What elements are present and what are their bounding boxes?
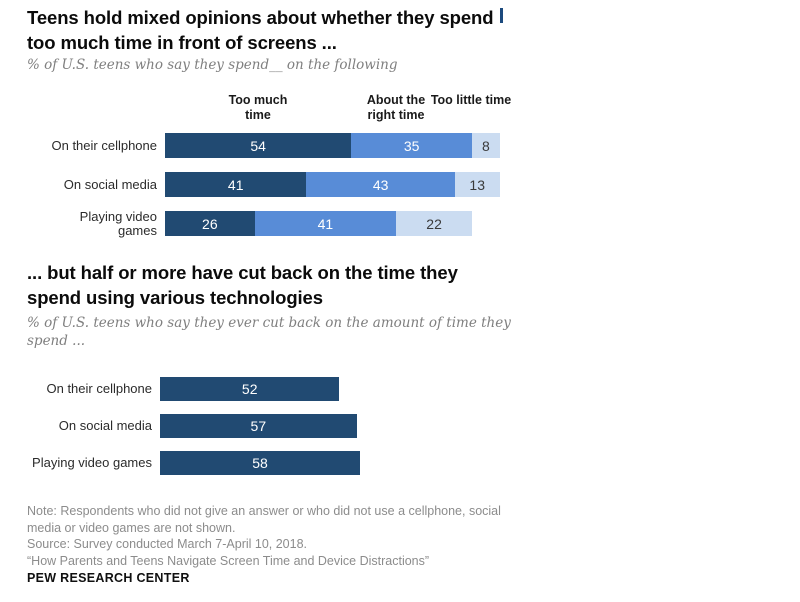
bar-value: 43 xyxy=(372,176,389,193)
bar-segment: 41 xyxy=(165,172,307,197)
section1-title-line2: too much time in front of screens ... xyxy=(27,31,337,53)
section2-subtitle-line1: % of U.S. teens who say they ever cut ba… xyxy=(27,315,511,331)
bar-value: 41 xyxy=(227,176,244,193)
series-column-header: Too much time xyxy=(228,93,288,122)
bar-value: 52 xyxy=(241,381,258,397)
bar-value: 8 xyxy=(481,137,490,154)
bar-value: 54 xyxy=(250,137,266,154)
section2-title-line2: spend using various technologies xyxy=(27,286,323,308)
section2-subtitle-line2: spend ... xyxy=(27,332,86,349)
stacked-bar: 54 35 8 xyxy=(165,133,500,158)
brand-label: PEW RESEARCH CENTER xyxy=(27,571,190,585)
bar-value: 58 xyxy=(252,455,268,471)
bar-value: 26 xyxy=(202,215,218,232)
bar-segment: 8 xyxy=(472,133,500,158)
bar-segment: 26 xyxy=(165,211,255,236)
bar-segment: 22 xyxy=(396,211,473,236)
footnote-line: Note: Respondents who did not give an an… xyxy=(27,504,501,518)
bar-value: 41 xyxy=(317,215,334,232)
bar-segment: 43 xyxy=(306,172,455,197)
stacked-bar: 41 43 13 xyxy=(165,172,500,197)
bar-value: 22 xyxy=(426,215,442,232)
bar-value: 35 xyxy=(403,137,420,154)
category-label: Playing video games xyxy=(79,208,157,238)
category-label: On social media xyxy=(63,176,157,192)
bar-segment: 54 xyxy=(165,133,352,158)
footnote-line: “How Parents and Teens Navigate Screen T… xyxy=(27,553,430,568)
series-column-header: Too little time xyxy=(430,93,512,107)
section2-subtitle: % of U.S. teens who say they ever cut ba… xyxy=(27,315,547,350)
category-label: Playing video games xyxy=(32,455,152,470)
bar: 58 xyxy=(160,451,361,475)
footnote-line: media or video games are not shown. xyxy=(27,520,236,535)
category-label: On social media xyxy=(58,418,152,433)
stacked-bar: 26 41 22 xyxy=(165,211,473,236)
footnote: Note: Respondents who did not give an an… xyxy=(27,503,547,569)
series-column-header: About the right time xyxy=(366,93,426,122)
bar-segment: 13 xyxy=(454,172,500,197)
bar: 57 xyxy=(160,414,357,438)
section2-title: ... but half or more have cut back on th… xyxy=(27,261,587,310)
bar-value: 13 xyxy=(469,176,485,193)
footnote-line: Source: Survey conducted March 7-April 1… xyxy=(27,537,308,551)
bar-segment: 41 xyxy=(254,211,397,236)
bar-value: 57 xyxy=(250,418,267,434)
text-cursor-artifact xyxy=(500,8,503,23)
category-label: On their cellphone xyxy=(51,137,157,153)
section1-title: Teens hold mixed opinions about whether … xyxy=(27,6,587,55)
bar: 52 xyxy=(160,377,340,401)
section2-title-line1: ... but half or more have cut back on th… xyxy=(27,262,458,283)
category-label: On their cellphone xyxy=(46,381,152,396)
section1-subtitle: % of U.S. teens who say they spend__ on … xyxy=(27,57,398,73)
bar-segment: 35 xyxy=(351,133,473,158)
section1-title-line1: Teens hold mixed opinions about whether … xyxy=(27,7,494,28)
